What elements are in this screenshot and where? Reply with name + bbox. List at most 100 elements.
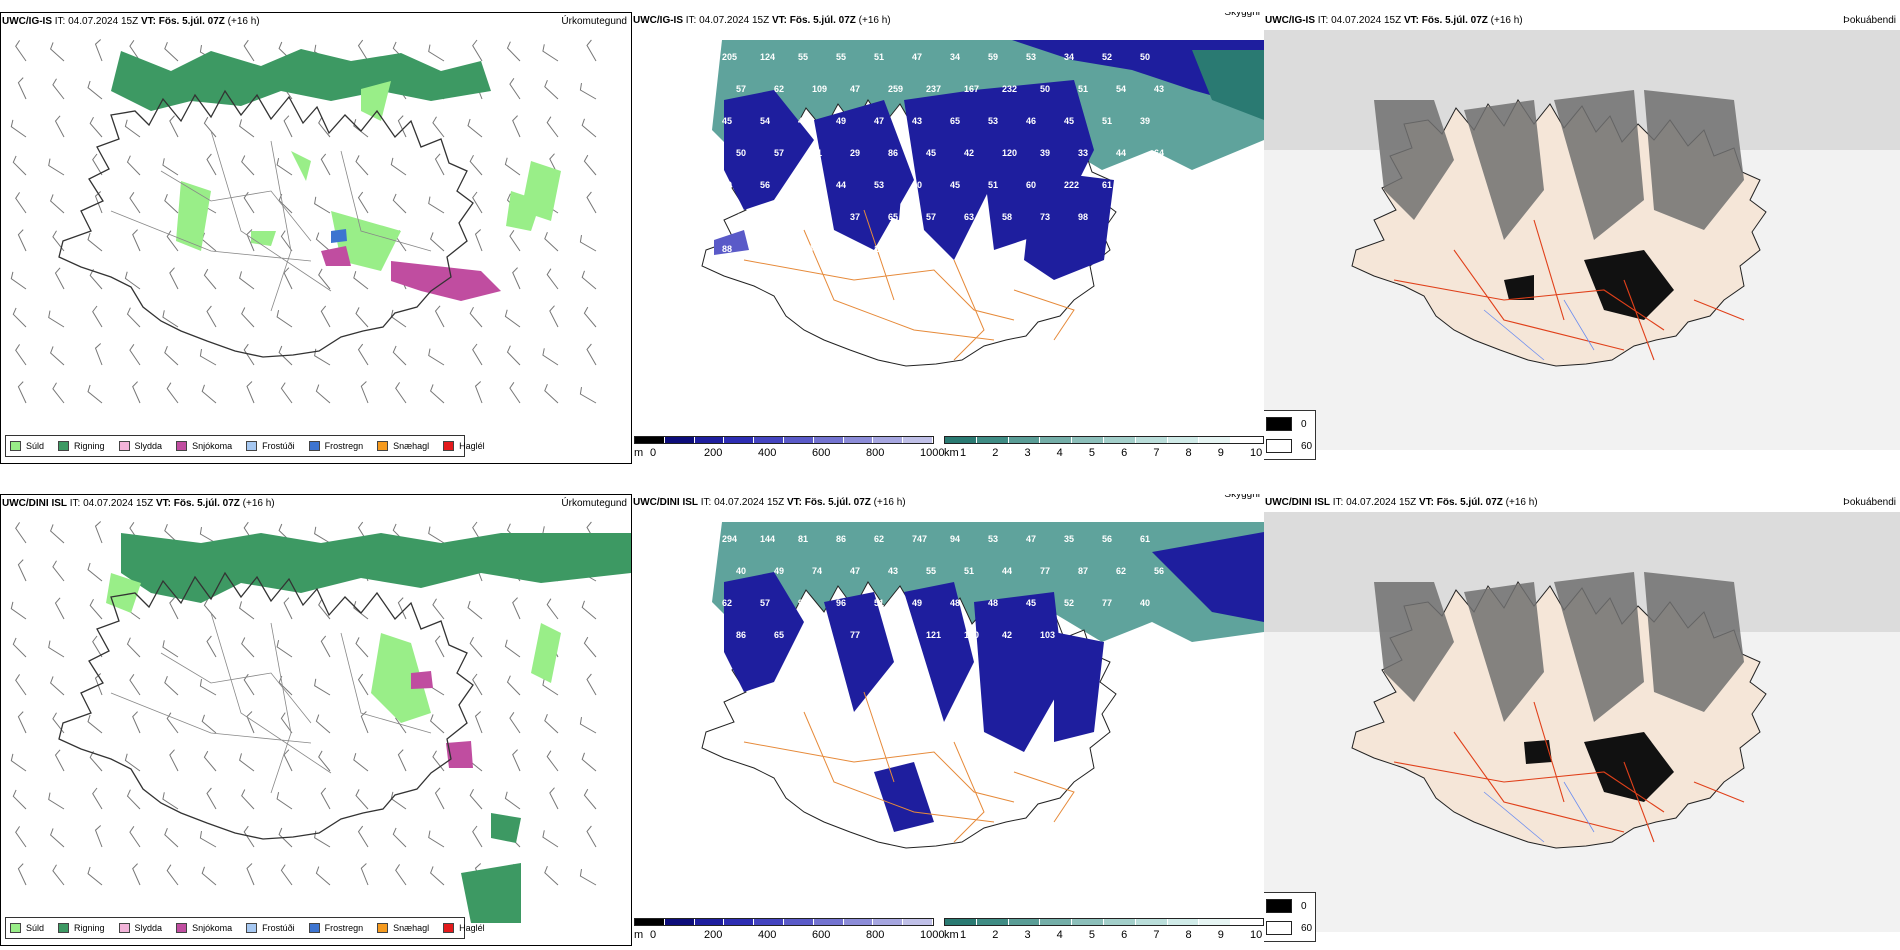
colorbar-segment <box>724 919 755 925</box>
cloud-base-label: 62 <box>874 534 884 544</box>
legend-label: Snæhagl <box>393 441 430 451</box>
wind-barb <box>430 866 445 886</box>
fog-legend: 0 60 <box>1264 892 1316 942</box>
cloud-base-label: 94 <box>950 534 960 544</box>
wind-barb <box>201 714 217 734</box>
colorbar-tick: 6 <box>1121 447 1128 459</box>
cloud-base-label: 64 <box>1154 148 1164 158</box>
precip-legend: Súld Rigning Slydda Snjókoma Frostúði Frostre… <box>5 435 485 457</box>
wind-barb <box>124 271 141 290</box>
cloud-base-label: 52 <box>1102 52 1112 62</box>
wind-barb <box>318 598 331 620</box>
fog-legend-label: 60 <box>1301 923 1313 934</box>
cloud-base-label: 47 <box>1026 534 1036 544</box>
cloud-base-label: 50 <box>722 180 732 190</box>
wind-barb <box>278 345 293 366</box>
wind-barb <box>504 157 521 176</box>
wind-barb <box>506 345 521 366</box>
wind-barb <box>320 305 331 328</box>
colorbar-unit: km <box>944 929 959 941</box>
wind-barb <box>355 307 369 328</box>
precip-legend-item: Súld <box>10 441 44 451</box>
wind-barb <box>428 196 445 214</box>
wind-barb <box>280 864 293 886</box>
cloud-base-label: 51 <box>1078 84 1088 94</box>
precip-legend-item: Snæhagl <box>377 441 429 451</box>
wind-barb <box>92 153 103 176</box>
wind-barb <box>318 116 331 138</box>
legend-swatch <box>118 923 130 933</box>
wind-barb <box>206 787 217 810</box>
cloud-base-label: 63 <box>964 212 974 222</box>
colorbar-tick: 2 <box>992 447 999 459</box>
wind-barb <box>94 673 103 696</box>
wind-barb <box>581 118 597 138</box>
wind-barb <box>54 597 65 620</box>
precip-map[interactable] <box>1 31 631 441</box>
colorbar-segment <box>1135 919 1168 925</box>
panel-title: Úrkomutegund <box>561 16 627 27</box>
wind-barb <box>241 307 255 328</box>
wind-barb <box>15 522 27 544</box>
legend-label: Rigning <box>74 441 105 451</box>
legend-label: Snæhagl <box>393 923 430 933</box>
cloud-base-label: 46 <box>798 116 808 126</box>
it-value: 04.07.2024 15Z <box>1331 15 1402 26</box>
it-value: 04.07.2024 15Z <box>714 497 785 508</box>
wind-barb <box>428 526 445 544</box>
wind-barb <box>243 825 255 848</box>
wind-barb <box>469 154 483 176</box>
cloud-map[interactable]: 294 144 81 86 62 747 94 53 47 35 56 61 40 49 74 47 43 55 5… <box>632 512 1264 912</box>
wind-barb <box>586 39 597 62</box>
colorbar-segment <box>903 919 933 925</box>
vt-label: VT: <box>140 16 156 27</box>
colorbar-tick: 1 <box>960 929 967 941</box>
colorbar-segment <box>1199 437 1232 443</box>
cloud-base-label: 42 <box>1002 630 1012 640</box>
wind-barb <box>89 598 103 620</box>
cloud-base-label: 33 <box>1078 148 1088 158</box>
cloud-base-label: 61 <box>1140 534 1150 544</box>
colorbar-tick: 0 <box>650 929 657 941</box>
wind-barb <box>472 191 483 214</box>
wind-barb <box>428 44 445 62</box>
cloud-base-label: 42 <box>964 148 974 158</box>
cloud-base-label: 48 <box>988 598 998 608</box>
cloud-base-label: 51 <box>874 52 884 62</box>
wind-barb <box>586 825 597 848</box>
wind-barb <box>48 158 65 176</box>
colorbar-segment <box>843 919 874 925</box>
wind-barb <box>428 348 445 366</box>
lead-time: (+16 h) <box>242 498 275 509</box>
colorbar-segment <box>1231 437 1263 443</box>
colorbar-segment <box>1040 919 1073 925</box>
wind-barb <box>126 307 141 328</box>
wind-barb <box>203 750 217 772</box>
wind-barb <box>472 673 483 696</box>
fog-map[interactable] <box>1264 30 1900 450</box>
cloud-base-label: 88 <box>722 244 732 254</box>
colorbar-segment <box>1167 919 1200 925</box>
wind-barb <box>89 116 103 138</box>
cloud-base-label: 87 <box>1078 566 1088 576</box>
precip-legend-item: Snjókoma <box>176 923 232 933</box>
fog-map[interactable] <box>1264 512 1900 932</box>
colorbar-unit: m <box>634 929 644 941</box>
colorbar-tick: 800 <box>866 447 885 459</box>
wind-barb <box>87 866 103 886</box>
colorbar-segment <box>1231 919 1263 925</box>
wind-barb <box>509 230 521 252</box>
wind-barb <box>504 309 521 328</box>
wind-barb <box>434 635 445 658</box>
wind-barb <box>583 154 597 176</box>
wind-barb <box>360 381 369 404</box>
wind-barb <box>94 521 103 544</box>
precip-map[interactable] <box>1 513 631 923</box>
cloud-base-label: 78 <box>1154 212 1164 222</box>
wind-barb <box>17 229 27 252</box>
wind-barb <box>467 118 483 138</box>
wind-barb <box>246 863 255 886</box>
colorbar-tick: 600 <box>812 447 831 459</box>
wind-barb <box>239 119 255 138</box>
cloud-map[interactable]: 205 124 55 55 51 47 34 59 53 34 52 50 57 62 109 47 259 23… <box>632 30 1264 430</box>
